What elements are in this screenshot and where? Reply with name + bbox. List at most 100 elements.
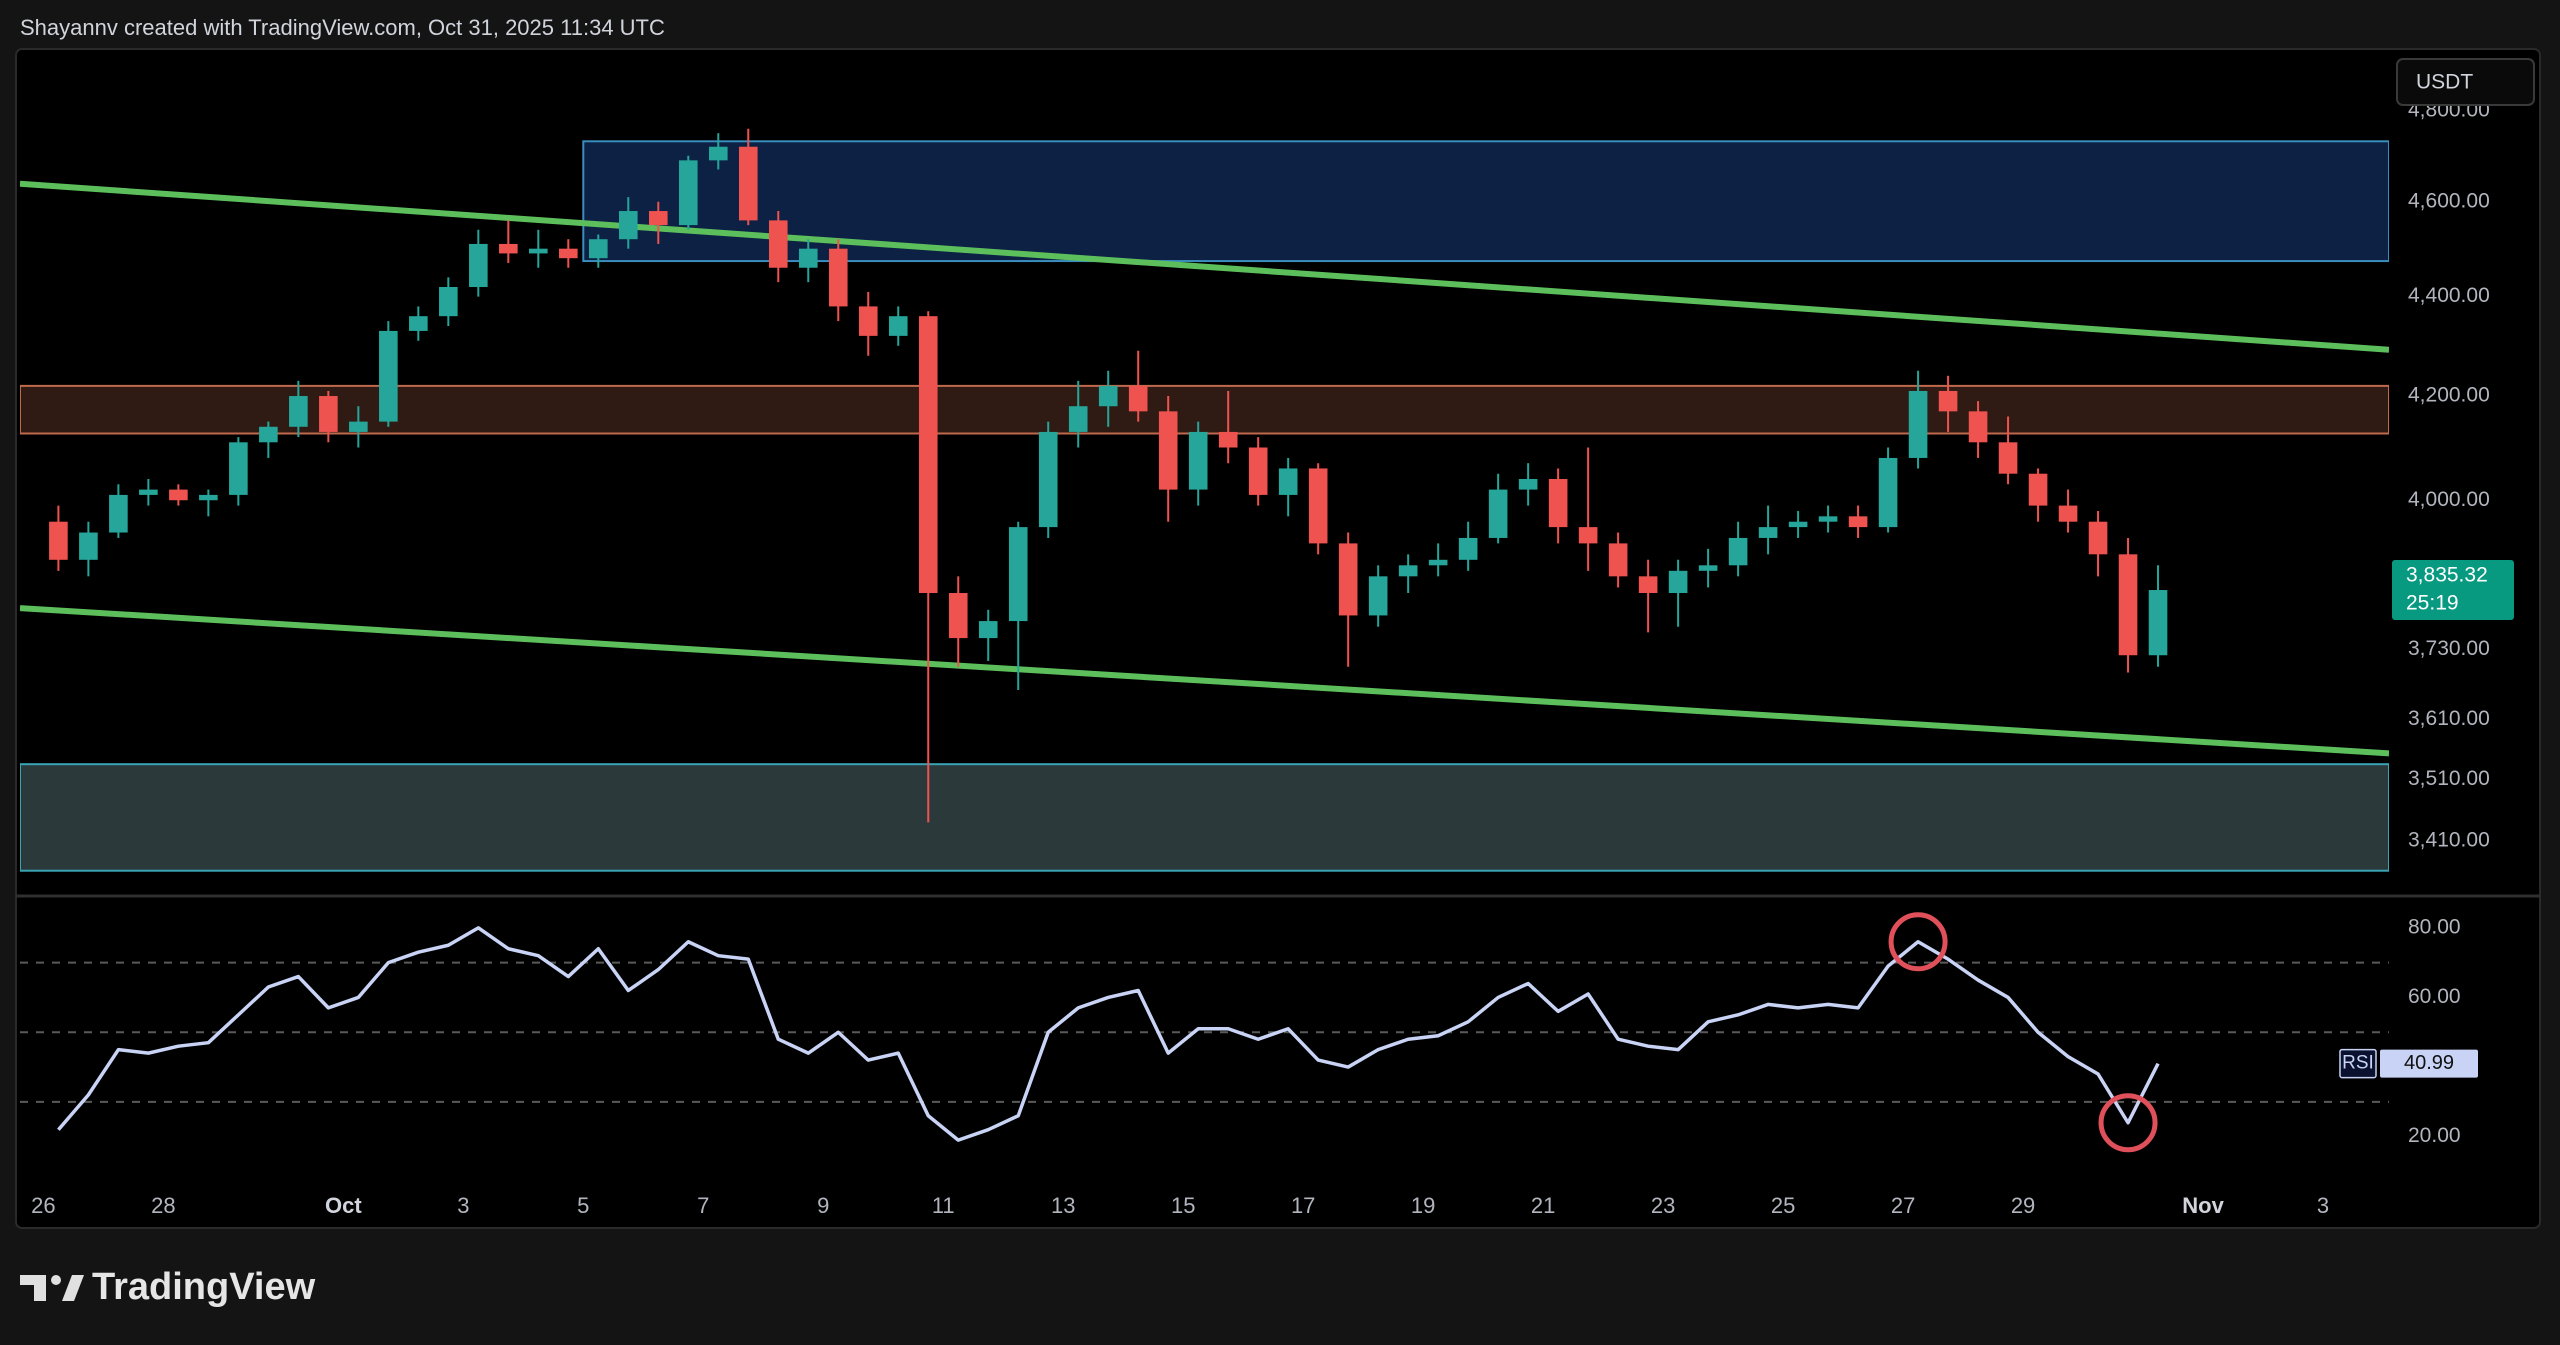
candle-body	[1128, 385, 1148, 412]
candle-body	[1518, 478, 1538, 490]
rsi-value: 40.99	[2404, 1052, 2454, 1074]
candle-body	[1698, 565, 1718, 571]
candle-body	[1008, 527, 1028, 622]
currency-button-bg[interactable]	[2396, 58, 2535, 106]
x-tick-label: 27	[1891, 1193, 1915, 1218]
candle-body	[289, 396, 308, 427]
candle-body	[1578, 527, 1598, 544]
logo-dot	[51, 1275, 61, 1285]
candle-body	[2118, 554, 2138, 656]
header-text: Shayannv created with TradingView.com, O…	[20, 15, 665, 40]
x-tick-label: 13	[1051, 1193, 1075, 1218]
candle-body	[888, 316, 908, 336]
zone	[20, 763, 2389, 872]
x-tick-label: 15	[1171, 1193, 1195, 1218]
rsi-name-box	[2339, 1048, 2377, 1079]
candle-body	[1728, 537, 1748, 566]
candle-body	[1098, 385, 1118, 407]
candle-body	[708, 146, 728, 161]
candle-body	[2058, 505, 2078, 522]
candle-body	[678, 160, 698, 226]
candle-body	[1938, 390, 1958, 412]
rsi-name: RSI	[2342, 1053, 2374, 1074]
candle-body	[2088, 521, 2108, 555]
x-tick-label: Oct	[325, 1193, 362, 1218]
currency-button[interactable]: USDT	[2396, 58, 2535, 106]
x-tick-label: 11	[932, 1193, 955, 1218]
candle-body	[259, 426, 278, 443]
y-tick-label: 4,600.00	[2408, 189, 2490, 212]
candle-body	[1608, 543, 1628, 577]
candle-body	[1038, 431, 1058, 528]
x-tick-label: 7	[697, 1193, 709, 1218]
candle-body	[1908, 390, 1928, 458]
candle-body	[319, 396, 338, 432]
y-tick-label: 4,200.00	[2408, 384, 2490, 407]
logo-icon	[20, 1275, 84, 1301]
candle-body	[2028, 473, 2048, 506]
y-tick-label: 4,400.00	[2408, 284, 2490, 307]
y-tick-label: 3,730.00	[2408, 637, 2490, 660]
trendline	[20, 180, 2389, 353]
candle-body	[169, 489, 188, 501]
candle-body	[978, 621, 998, 639]
candle-body	[768, 220, 788, 268]
candle-body	[79, 532, 98, 560]
candle-body	[499, 243, 518, 254]
x-tick-label: 28	[151, 1193, 175, 1218]
price-pane	[20, 128, 2389, 872]
candle-body	[1968, 411, 1988, 443]
candle-body	[798, 248, 818, 268]
rsi-line	[57, 926, 2160, 1142]
candle-body	[49, 521, 68, 560]
candle-body	[948, 593, 968, 639]
currency-label[interactable]: USDT	[2416, 71, 2473, 94]
candle-body	[409, 316, 428, 331]
y-tick-label: 4,000.00	[2408, 488, 2490, 511]
x-tick-label: 9	[817, 1193, 829, 1218]
x-tick-label: 23	[1651, 1193, 1675, 1218]
candle-body	[1458, 537, 1478, 560]
candle-body	[1668, 570, 1688, 594]
rsi-value-box	[2380, 1049, 2478, 1078]
footer-brand: TradingView	[92, 1266, 316, 1308]
candle-body	[109, 494, 128, 533]
candle-body	[589, 239, 608, 259]
x-tick-label: 19	[1411, 1193, 1435, 1218]
y-tick-label: 3,410.00	[2408, 829, 2490, 852]
candle-body	[1758, 527, 1778, 538]
rsi-tick-label: 20.00	[2408, 1124, 2461, 1147]
rsi-highlight	[2098, 1093, 2158, 1153]
last-price: 3,835.32	[2406, 564, 2488, 587]
x-tick-label: 25	[1771, 1193, 1795, 1218]
rsi-tick-label: 80.00	[2408, 915, 2461, 938]
candle-body	[439, 286, 458, 317]
footer-logo: TradingView	[20, 1266, 316, 1308]
axes: 20.00 60.00 80.00 RSI 40.99 3,410.00 3,510.00 3…	[31, 98, 2514, 1218]
rsi-tick-label: 60.00	[2408, 985, 2461, 1008]
y-tick-label: 3,610.00	[2408, 707, 2490, 730]
candle-body	[349, 421, 368, 432]
y-tick-label: 3,510.00	[2408, 767, 2490, 790]
candle-body	[1488, 489, 1508, 538]
candle-body	[1068, 406, 1088, 432]
candle-body	[648, 211, 668, 226]
x-tick-label: 5	[577, 1193, 589, 1218]
candle-body	[1158, 411, 1178, 490]
candle-body	[1278, 468, 1298, 495]
countdown: 25:19	[2406, 592, 2459, 615]
candle-body	[1218, 431, 1238, 448]
candle-body	[1428, 559, 1448, 566]
candle-body	[1848, 516, 1868, 528]
candle-body	[2148, 590, 2168, 656]
candle-body	[379, 330, 398, 422]
zone	[582, 140, 2389, 263]
candle-body	[1308, 468, 1328, 544]
candle-body	[1878, 457, 1898, 528]
candle-body	[1998, 442, 2018, 474]
candle-body	[828, 248, 848, 307]
chart-panel	[15, 48, 2541, 1229]
x-tick-label: 3	[457, 1193, 469, 1218]
